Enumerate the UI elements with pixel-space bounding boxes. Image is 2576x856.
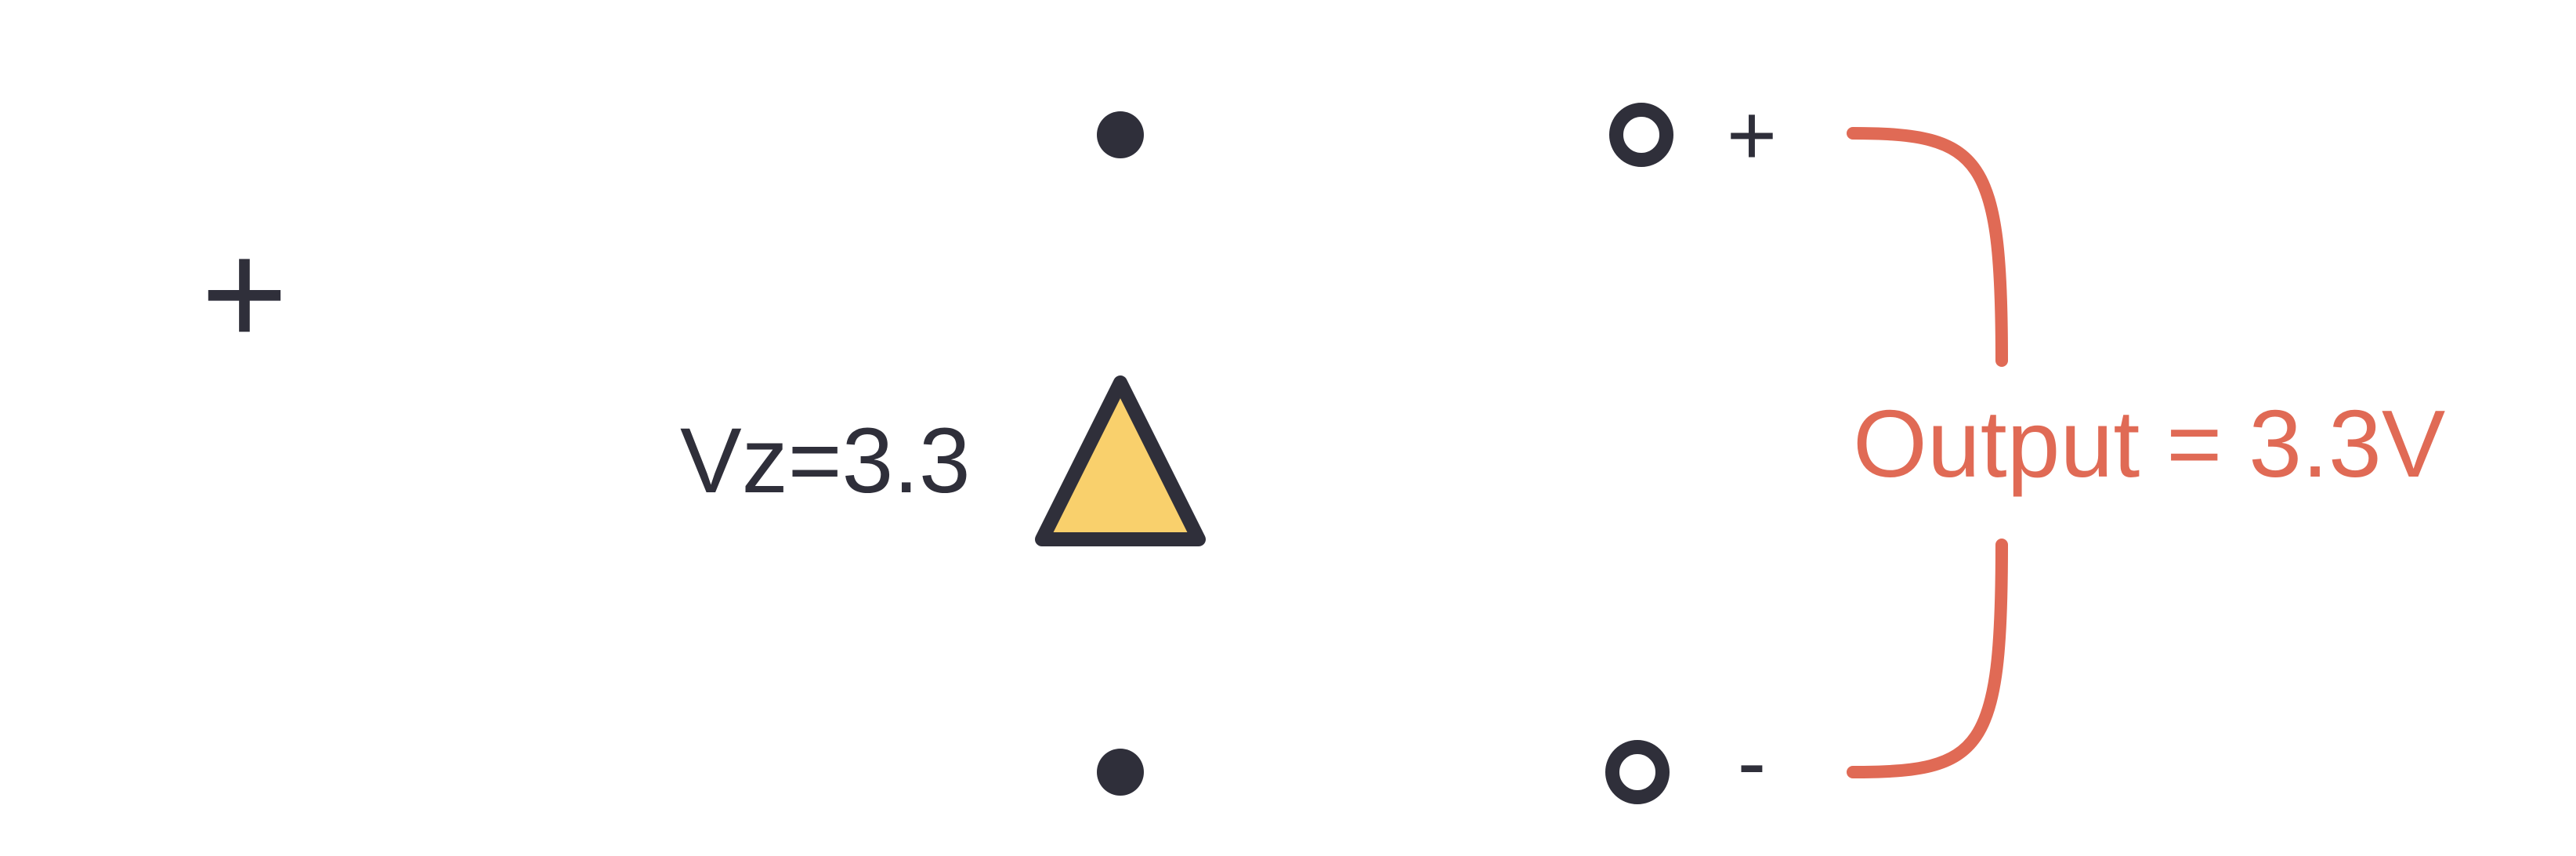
terminal-plus-label: +: [1727, 87, 1777, 183]
output-voltage-label: Output = 3.3V: [1853, 390, 2445, 497]
top-junction-node: [1097, 111, 1144, 158]
output-bracket-bottom: [1847, 539, 2008, 778]
top-left-wire: [145, 135, 482, 380]
bottom-wire: [145, 517, 1615, 772]
zener-diode-triangle: [1035, 375, 1206, 546]
minus-terminal: [1605, 740, 1670, 804]
terminal-minus-label: -: [1738, 714, 1767, 811]
output-bracket-top: [1847, 127, 2008, 367]
bottom-junction-node: [1097, 749, 1144, 796]
plus-terminal: [1609, 103, 1673, 167]
resistor: [482, 64, 780, 204]
battery-plus-label: +: [201, 211, 288, 377]
zener-voltage-label: Vz=3.3: [680, 409, 971, 513]
